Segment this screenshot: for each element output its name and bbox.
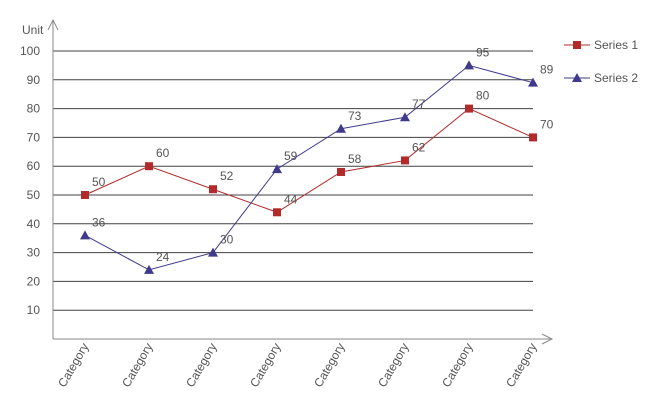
data-label: 95 xyxy=(476,45,490,59)
legend-item: Series 1 xyxy=(564,38,638,52)
x-tick-label: Category xyxy=(55,341,91,390)
y-tick-label: 100 xyxy=(20,44,40,58)
data-point-triangle xyxy=(272,164,282,174)
series: 50 60 52 44 58 62 80 70 36 24 30 59 73 77 95 89 xyxy=(80,45,554,274)
data-label: 70 xyxy=(540,117,554,131)
data-label: 50 xyxy=(92,175,106,189)
gridlines xyxy=(53,50,533,311)
x-axis-arrow xyxy=(541,333,554,345)
y-tick-label: 50 xyxy=(27,188,41,202)
data-point-square xyxy=(337,167,345,176)
data-label: 77 xyxy=(412,97,426,111)
data-point-square xyxy=(209,185,217,194)
data-label: 30 xyxy=(220,233,234,247)
data-point-square xyxy=(273,208,281,217)
data-label: 73 xyxy=(348,109,362,123)
y-tick-label: 20 xyxy=(27,274,41,288)
y-axis-title: Unit xyxy=(22,23,44,37)
axes xyxy=(47,18,554,345)
series-line xyxy=(84,108,534,213)
series-1: 50 60 52 44 58 62 80 70 xyxy=(81,89,554,217)
data-label: 44 xyxy=(284,192,298,206)
x-tick-label: Category xyxy=(119,341,155,390)
data-point-triangle xyxy=(528,77,538,87)
data-point-triangle xyxy=(464,60,474,70)
data-point-square xyxy=(573,41,581,49)
data-label: 62 xyxy=(412,140,426,154)
y-tick-labels: 10 20 30 40 50 60 70 80 90 100 xyxy=(20,44,40,317)
legend-label: Series 2 xyxy=(594,71,638,85)
y-axis-arrow xyxy=(47,18,59,31)
data-label: 60 xyxy=(156,146,170,160)
legend-label: Series 1 xyxy=(594,38,638,52)
data-point-square xyxy=(81,191,89,199)
x-tick-label: Category xyxy=(311,341,347,390)
data-label: 36 xyxy=(92,215,106,229)
data-label: 59 xyxy=(284,149,298,163)
y-tick-label: 90 xyxy=(27,73,41,87)
data-point-triangle xyxy=(336,123,346,133)
x-tick-label: Category xyxy=(503,341,539,390)
data-point-square xyxy=(529,133,537,142)
y-tick-label: 80 xyxy=(27,102,41,116)
x-tick-label: Category xyxy=(183,341,219,390)
series-line xyxy=(84,64,534,271)
data-point-triangle xyxy=(208,247,218,257)
data-label: 58 xyxy=(348,152,362,166)
data-label: 24 xyxy=(156,250,170,264)
x-tick-label: Category xyxy=(247,341,283,390)
y-tick-label: 10 xyxy=(27,303,41,317)
y-tick-label: 30 xyxy=(27,246,41,260)
legend-item: Series 2 xyxy=(564,71,638,85)
x-tick-label: Category xyxy=(439,341,475,390)
series-2: 36 24 30 59 73 77 95 89 xyxy=(80,45,554,274)
data-point-triangle xyxy=(400,112,410,122)
x-tick-label: Category xyxy=(375,341,411,390)
data-label: 52 xyxy=(220,169,234,183)
data-point-triangle xyxy=(80,230,90,240)
data-point-square xyxy=(465,104,473,113)
data-point-square xyxy=(145,162,153,171)
data-point-triangle xyxy=(144,264,154,274)
y-tick-label: 60 xyxy=(27,159,41,173)
legend: Series 1 Series 2 xyxy=(564,38,638,85)
y-tick-label: 40 xyxy=(27,217,41,231)
x-tick-labels: Category Category Category Category Category… xyxy=(55,341,539,390)
data-label: 89 xyxy=(540,63,554,77)
data-point-triangle xyxy=(572,73,582,82)
data-label: 80 xyxy=(476,89,490,103)
y-tick-label: 70 xyxy=(27,130,41,144)
data-point-square xyxy=(401,156,409,165)
